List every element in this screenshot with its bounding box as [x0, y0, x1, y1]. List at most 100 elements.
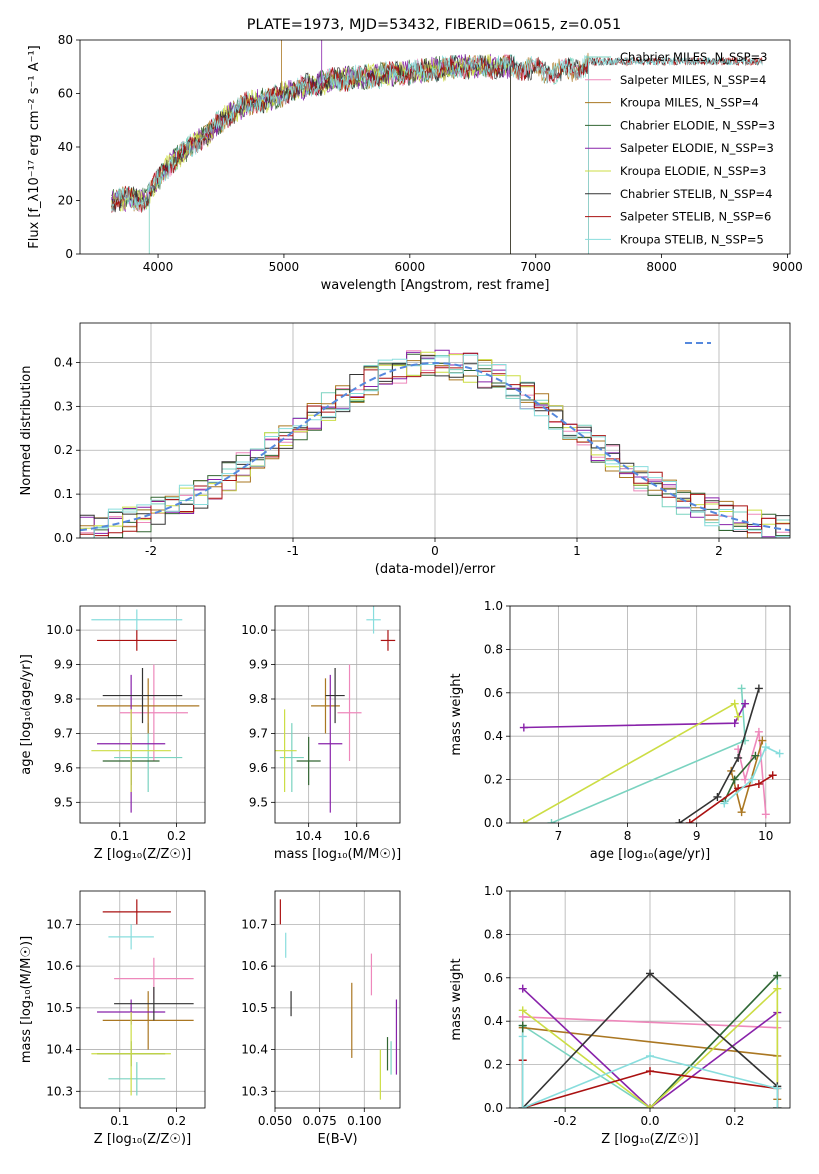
z-mass-panel: 0.1 0.2 10.3 10.4 10.5 10.6 10.7 Z [log₁₀(Z/Z☉)…	[19, 890, 206, 1147]
weight-marker	[741, 775, 750, 784]
x-tick-label: 8000	[646, 260, 677, 274]
weight-line	[689, 774, 774, 823]
weight-marker	[737, 684, 746, 693]
plot-area	[518, 969, 782, 1108]
age-weight-panel: 7 8 9 10 0.0 0.2 0.4 0.6 0.8 1.0 age [log₁₀(age/yr…	[449, 599, 791, 862]
x-axis-label: wavelength [Angstrom, rest frame]	[321, 278, 550, 293]
weight-marker	[518, 1032, 527, 1041]
y-tick-label: 0.2	[54, 443, 73, 457]
y-tick-label: 60	[58, 87, 73, 101]
plot-area	[80, 349, 790, 538]
y-tick-label: 0.0	[484, 1101, 503, 1115]
weight-marker	[685, 819, 694, 823]
weight-marker	[761, 743, 770, 752]
legend-label: Kroupa MILES, N_SSP=4	[620, 96, 759, 110]
plot-area	[275, 606, 396, 813]
y-axis-label: mass [log₁₀(M/M☉)]	[19, 936, 34, 1063]
weight-marker	[773, 984, 782, 993]
y-axis-label: age [log₁₀(age/yr)]	[19, 654, 34, 775]
x-tick-label: 10.6	[343, 829, 370, 843]
x-tick-label: 0.100	[347, 1114, 381, 1128]
residuals-panel: -2 -1 0 1 2 0.0 0.1 0.2 0.3 0.4 (data-model)/error…	[19, 322, 791, 577]
x-tick-label: 5000	[269, 260, 300, 274]
x-tick-label: 8	[624, 829, 632, 843]
weight-line	[523, 703, 746, 729]
weight-marker	[646, 1104, 654, 1108]
weight-marker	[646, 1051, 654, 1060]
weight-line	[678, 688, 760, 823]
axes-frame	[509, 605, 791, 824]
spectrum-line	[111, 55, 763, 212]
weight-marker	[773, 1084, 782, 1093]
y-tick-label: 0.6	[484, 686, 503, 700]
weight-marker	[734, 753, 743, 762]
y-tick-label: 10.6	[46, 959, 73, 973]
y-tick-label: 10.0	[241, 623, 268, 637]
y-tick-label: 9.6	[249, 761, 268, 775]
y-axis-label: Normed distribution	[19, 366, 34, 496]
x-axis-label: (data-model)/error	[375, 562, 496, 577]
weight-marker	[519, 723, 528, 732]
y-tick-label: 10.5	[46, 1001, 73, 1015]
y-tick-label: 9.5	[249, 795, 268, 809]
x-tick-label: 9000	[772, 260, 803, 274]
weight-line	[723, 745, 780, 805]
y-axis-label: Flux [f_λ10⁻¹⁷ erg cm⁻² s⁻¹ A⁻¹]	[27, 45, 42, 249]
ebv-mass-panel: 0.050 0.075 0.100 10.3 10.4 10.5 10.6 10.7 E(B-V…	[241, 890, 401, 1147]
weight-marker	[518, 1021, 527, 1030]
y-tick-label: 80	[58, 33, 73, 47]
y-tick-label: 1.0	[484, 884, 503, 898]
y-tick-label: 9.9	[249, 658, 268, 672]
x-tick-label: 7000	[520, 260, 551, 274]
y-tick-label: 0	[65, 247, 73, 261]
legend-label: Salpeter MILES, N_SSP=4	[620, 73, 766, 87]
weight-line	[551, 688, 746, 823]
figure-title: PLATE=1973, MJD=53432, FIBERID=0615, z=0…	[247, 17, 621, 33]
x-tick-label: 7	[555, 829, 563, 843]
y-tick-label: 9.5	[54, 795, 73, 809]
weight-marker	[519, 819, 528, 823]
y-tick-label: 9.8	[54, 692, 73, 706]
y-tick-label: 0.4	[484, 729, 503, 743]
weight-marker	[773, 1104, 782, 1108]
legend-label: Chabrier MILES, N_SSP=3	[620, 50, 767, 64]
legend-label: Salpeter STELIB, N_SSP=6	[620, 210, 771, 224]
y-tick-label: 0.3	[54, 399, 73, 413]
plot-area	[519, 684, 784, 823]
y-tick-label: 9.7	[54, 726, 73, 740]
x-tick-label: 1	[573, 544, 581, 558]
plot-area	[279, 899, 398, 1100]
x-tick-label: 0.0	[640, 1114, 659, 1128]
x-tick-label: 0.050	[258, 1114, 292, 1128]
plot-area	[111, 40, 763, 254]
weight-line	[522, 988, 778, 1108]
weight-marker	[675, 819, 684, 823]
x-tick-label: 0.1	[110, 1114, 129, 1128]
weight-marker	[761, 810, 770, 819]
weight-marker	[547, 819, 556, 823]
weight-marker	[754, 727, 763, 736]
spectrum-panel: 4000 5000 6000 7000 8000 9000 0 20 40 60 80 wavelen…	[27, 33, 803, 293]
legend-label: Kroupa STELIB, N_SSP=5	[620, 232, 764, 246]
y-tick-label: 9.6	[54, 761, 73, 775]
weight-marker	[518, 984, 527, 993]
x-tick-label: 0	[431, 544, 439, 558]
plot-area	[91, 899, 194, 1096]
y-tick-label: 9.8	[249, 692, 268, 706]
legend-label: Chabrier STELIB, N_SSP=4	[620, 187, 772, 201]
y-tick-label: 10.6	[241, 959, 268, 973]
y-axis-label: mass weight	[449, 673, 464, 755]
weight-marker	[734, 712, 743, 721]
y-tick-label: 1.0	[484, 599, 503, 613]
y-tick-label: 10.4	[241, 1043, 268, 1057]
y-tick-label: 0.6	[484, 971, 503, 985]
y-tick-label: 9.9	[54, 658, 73, 672]
weight-marker	[747, 775, 756, 784]
y-tick-label: 10.3	[241, 1084, 268, 1098]
axes-frame	[79, 890, 206, 1109]
y-tick-label: 10.7	[241, 917, 268, 931]
weight-marker	[518, 1006, 527, 1015]
weight-marker	[720, 799, 729, 808]
y-tick-label: 10.5	[241, 1001, 268, 1015]
z-weight-panel: -0.2 0.0 0.2 0.0 0.2 0.4 0.6 0.8 1.0 Z [log₁₀(Z/Z…	[449, 884, 791, 1147]
